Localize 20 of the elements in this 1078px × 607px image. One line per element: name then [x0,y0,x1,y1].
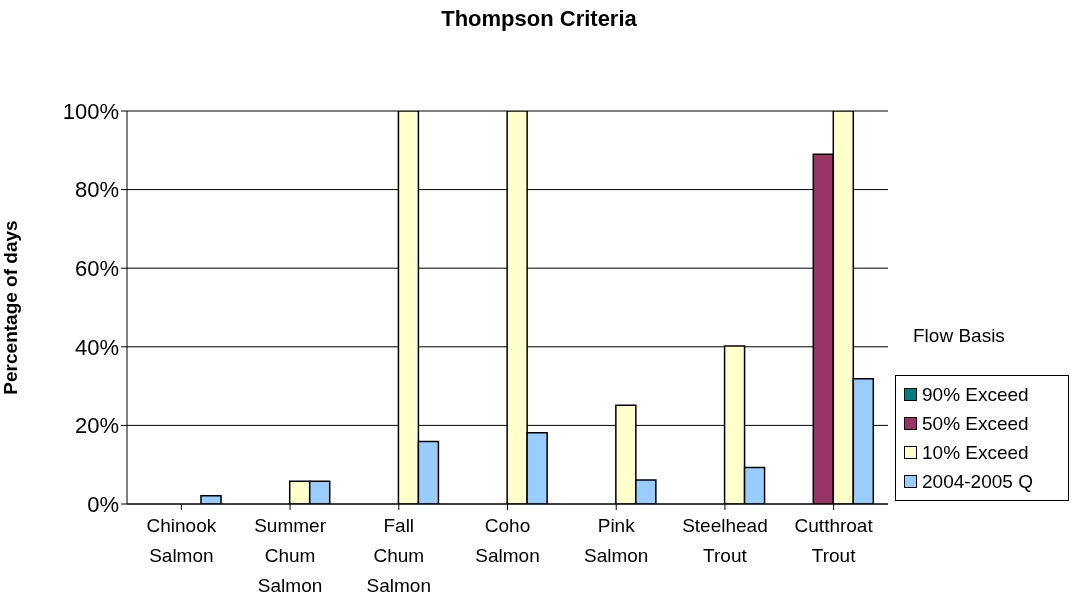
y-tick-label: 100% [62,98,119,124]
legend-label: 10% Exceed [922,441,1029,464]
chart-title: Thompson Criteria [440,6,638,32]
x-tick-label: Pink Salmon [584,515,649,566]
x-tick-label: Summer Chum Salmon [254,515,327,596]
y-tick-label: 80% [74,177,119,203]
x-tick-label: Cutthroat Trout [794,515,874,566]
y-tick-label: 40% [74,334,119,360]
x-tick-label: Chinook Salmon [146,515,217,566]
y-axis-title: Percentage of days [0,220,21,395]
legend-label: 90% Exceed [922,383,1029,406]
y-tick-label: 20% [74,413,119,439]
y-tick-label: 60% [74,256,119,282]
legend-label: 2004-2005 Q [922,470,1033,493]
legend-label: 50% Exceed [922,412,1029,435]
x-tick-label: Fall Chum Salmon [366,515,431,596]
legend-title: Flow Basis [913,325,1006,347]
x-tick-label: Coho Salmon [475,515,540,566]
y-tick-label: 0% [87,491,119,517]
x-tick-label: Steelhead Trout [682,515,768,566]
